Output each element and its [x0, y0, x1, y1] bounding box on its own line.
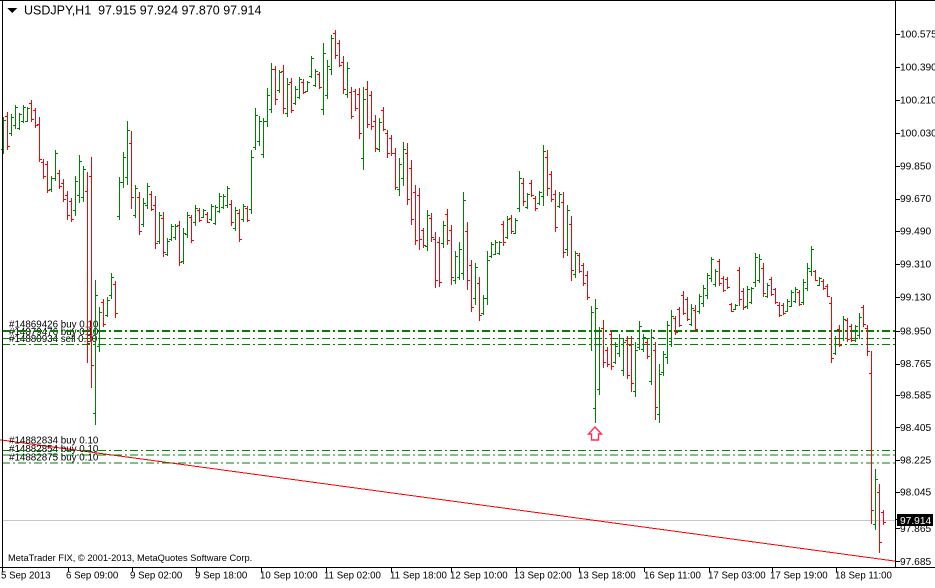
svg-text:6 Sep 09:00: 6 Sep 09:00 [66, 571, 119, 582]
svg-text:9 Sep 02:00: 9 Sep 02:00 [130, 571, 183, 582]
svg-text:9 Sep 18:00: 9 Sep 18:00 [195, 571, 248, 582]
svg-text:13 Sep 02:00: 13 Sep 02:00 [514, 571, 572, 582]
svg-text:17 Sep 19:00: 17 Sep 19:00 [770, 571, 828, 582]
svg-text:11 Sep 02:00: 11 Sep 02:00 [324, 571, 382, 582]
svg-text:100.210: 100.210 [900, 96, 935, 107]
svg-text:#14880934 sell 0.30: #14880934 sell 0.30 [9, 334, 98, 345]
svg-text:99.490: 99.490 [900, 227, 931, 238]
svg-text:99.850: 99.850 [900, 161, 931, 172]
svg-text:MetaTrader FIX, © 2001-2013, M: MetaTrader FIX, © 2001-2013, MetaQuotes … [8, 553, 252, 563]
svg-text:USDJPY,H1 97.915 97.924 97.87: USDJPY,H1 97.915 97.924 97.870 97.914 [24, 4, 261, 18]
svg-text:98.405: 98.405 [900, 423, 931, 434]
svg-text:#14882875 buy 0.10: #14882875 buy 0.10 [9, 452, 99, 463]
svg-text:99.670: 99.670 [900, 194, 931, 205]
svg-text:#14882834 buy 0.10: #14882834 buy 0.10 [9, 435, 99, 446]
svg-text:#14879476 buy 0.10: #14879476 buy 0.10 [9, 327, 99, 338]
svg-text:100.390: 100.390 [900, 63, 935, 74]
svg-text:98.585: 98.585 [900, 391, 931, 402]
svg-text:100.030: 100.030 [900, 128, 935, 139]
svg-text:98.765: 98.765 [900, 359, 931, 370]
svg-text:16 Sep 11:00: 16 Sep 11:00 [644, 571, 702, 582]
svg-text:18 Sep 11:00: 18 Sep 11:00 [835, 571, 893, 582]
svg-text:12 Sep 10:00: 12 Sep 10:00 [450, 571, 508, 582]
svg-text:100.575: 100.575 [900, 30, 935, 41]
svg-text:13 Sep 18:00: 13 Sep 18:00 [578, 571, 636, 582]
svg-text:99.310: 99.310 [900, 260, 931, 271]
svg-text:17 Sep 03:00: 17 Sep 03:00 [708, 571, 766, 582]
svg-text:97.914: 97.914 [900, 516, 931, 527]
svg-text:98.045: 98.045 [900, 487, 931, 498]
svg-text:10 Sep 10:00: 10 Sep 10:00 [260, 571, 318, 582]
svg-text:98.225: 98.225 [900, 455, 931, 466]
svg-text:5 Sep 2013: 5 Sep 2013 [1, 571, 51, 582]
svg-text:#14882854 buy 0.10: #14882854 buy 0.10 [9, 444, 99, 455]
svg-text:#14869426 buy 0.10: #14869426 buy 0.10 [9, 319, 99, 330]
svg-text:98.950: 98.950 [900, 327, 931, 338]
svg-text:97.685: 97.685 [900, 557, 931, 568]
svg-text:97.865: 97.865 [900, 524, 931, 535]
svg-text:11 Sep 18:00: 11 Sep 18:00 [390, 571, 448, 582]
svg-text:99.130: 99.130 [900, 292, 931, 303]
